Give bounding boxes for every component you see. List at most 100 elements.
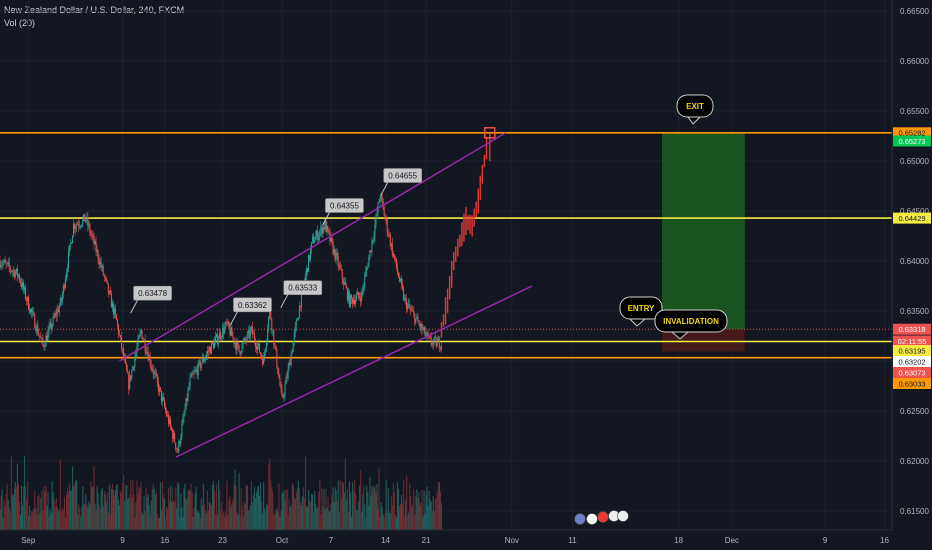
- volume-bar: [292, 485, 294, 530]
- candle-body: [31, 308, 33, 313]
- volume-bar: [436, 491, 438, 530]
- price-tag[interactable]: [893, 323, 931, 335]
- candle-body: [151, 367, 153, 370]
- candle-body: [193, 371, 195, 374]
- candle-body: [308, 255, 310, 272]
- annotation-bubbles: EXIT ENTRY INVALIDATION: [619, 94, 728, 340]
- volume-bar: [205, 513, 207, 530]
- volume-bar: [136, 480, 138, 530]
- price-tag[interactable]: [893, 135, 931, 147]
- volume-bar: [294, 498, 296, 530]
- bubble-label: INVALIDATION: [663, 317, 719, 326]
- candle-body: [226, 321, 228, 323]
- candle-body: [282, 395, 284, 398]
- event-icon[interactable]: [586, 513, 598, 525]
- volume-bar: [14, 481, 16, 530]
- volume-bar: [156, 513, 158, 530]
- candle-body: [190, 373, 192, 378]
- candle-body: [39, 335, 41, 338]
- candle-body: [81, 224, 83, 227]
- volume-bar: [83, 503, 85, 530]
- candle-body: [183, 414, 185, 418]
- channel-lower-line[interactable]: [175, 285, 533, 458]
- volume-bar: [123, 475, 125, 530]
- candle-body: [95, 241, 97, 252]
- price-tag[interactable]: [893, 212, 931, 224]
- volume-bar: [9, 511, 11, 530]
- volume-bar: [216, 484, 218, 530]
- projected-candle: [461, 222, 463, 247]
- candle-body: [26, 298, 28, 301]
- volume-bar: [97, 493, 99, 530]
- volume-bar: [418, 492, 420, 530]
- symbol-title[interactable]: New Zealand Dollar / U.S. Dollar, 240, F…: [4, 5, 185, 15]
- volume-bar: [248, 510, 250, 530]
- candle-body: [438, 338, 440, 349]
- time-axis[interactable]: Sep91623Oct71421Nov1118Dec91623: [0, 529, 932, 550]
- candle-body: [294, 325, 296, 333]
- candle-body: [274, 344, 276, 346]
- event-icon[interactable]: [574, 513, 586, 525]
- price-tag[interactable]: [893, 127, 931, 139]
- volume-bar: [220, 509, 222, 530]
- volume-bar: [51, 481, 53, 530]
- volume-bar: [334, 487, 336, 530]
- price-tag[interactable]: [893, 345, 931, 356]
- candle-body: [352, 300, 354, 304]
- candle-body: [320, 226, 322, 232]
- candle-body: [48, 326, 50, 332]
- trend-channel[interactable]: [119, 132, 533, 458]
- volume-indicator-label[interactable]: Vol (20): [4, 18, 36, 28]
- volume-bar: [128, 498, 130, 530]
- volume-bar: [411, 506, 413, 530]
- volume-bar: [223, 511, 225, 530]
- volume-bar: [428, 490, 430, 530]
- candle-body: [143, 339, 145, 341]
- event-icon[interactable]: [597, 511, 609, 523]
- volume-bar: [7, 499, 9, 530]
- candle-body: [171, 426, 173, 431]
- candle-body: [72, 236, 74, 244]
- volume-bar: [15, 486, 17, 530]
- volume-bar: [68, 483, 71, 530]
- price-tag[interactable]: [893, 378, 931, 389]
- candle-body: [58, 306, 60, 313]
- volume-bar: [317, 507, 319, 530]
- candle-body: [375, 214, 377, 225]
- volume-bar: [388, 512, 390, 530]
- candle-body: [359, 296, 361, 298]
- volume-bar: [394, 515, 396, 530]
- candle-body: [395, 258, 397, 268]
- candle-body: [25, 287, 27, 299]
- candle-body: [394, 258, 396, 260]
- volume-bar: [78, 504, 80, 530]
- volume-bar: [189, 490, 191, 530]
- volume-bar: [265, 511, 267, 530]
- candle-body: [433, 337, 435, 342]
- price-tag[interactable]: [893, 367, 931, 378]
- event-icon[interactable]: [617, 510, 629, 522]
- channel-upper-line[interactable]: [119, 132, 507, 362]
- volume-bar: [311, 493, 313, 530]
- candle-body: [321, 226, 323, 235]
- price-tag[interactable]: [893, 356, 931, 367]
- volume-bar: [41, 490, 43, 530]
- volume-bar: [127, 499, 129, 530]
- volume-bar: [339, 480, 341, 530]
- candle-body: [42, 338, 44, 346]
- candle-body: [431, 343, 433, 345]
- bubble-tail: [687, 116, 702, 125]
- volume-bar: [254, 498, 257, 530]
- volume-bar: [65, 494, 68, 530]
- candle-body: [257, 343, 259, 346]
- volume-bar: [255, 491, 258, 530]
- volume-bar: [42, 510, 44, 530]
- candle-body: [84, 214, 86, 222]
- candle-body: [93, 235, 95, 245]
- price-tag[interactable]: [893, 335, 931, 347]
- volume-bar: [56, 506, 58, 530]
- price-axis[interactable]: 0.66500 0.66000 0.65500 0.65000 0.64500 0.640…: [891, 0, 932, 550]
- price-tick-label: 0.65000: [900, 157, 929, 166]
- projected-candle: [483, 154, 486, 168]
